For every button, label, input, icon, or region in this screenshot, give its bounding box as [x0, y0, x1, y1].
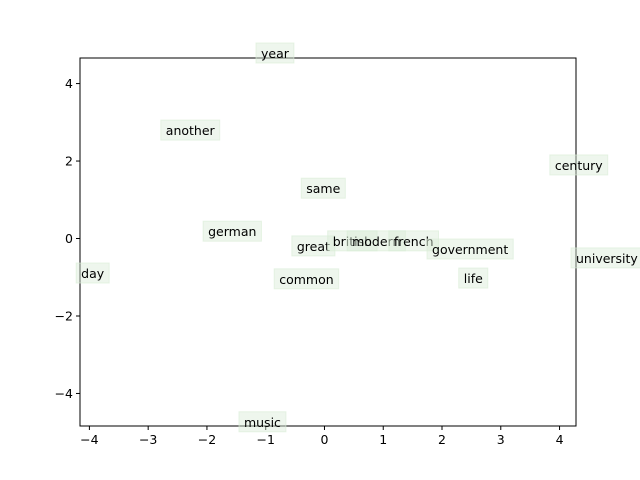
label-box	[75, 262, 110, 284]
label-box	[202, 220, 262, 242]
word-label: music	[244, 415, 281, 430]
x-tick-label: 2	[438, 432, 446, 447]
word-label: another	[166, 123, 216, 138]
word-label: day	[81, 266, 105, 281]
x-tick-label: −1	[256, 432, 274, 447]
y-tick-label: −2	[55, 308, 73, 323]
word-label: british	[333, 234, 372, 249]
word-label: year	[261, 46, 290, 61]
word-label: government	[432, 242, 508, 257]
x-tick-label: −2	[198, 432, 216, 447]
label-box	[549, 154, 609, 176]
word-label: french	[394, 234, 434, 249]
label-box	[273, 268, 340, 290]
label-box	[238, 411, 287, 433]
plot-frame	[79, 57, 577, 427]
x-tick-label: 0	[320, 432, 328, 447]
label-box	[426, 238, 514, 260]
y-tick-label: 2	[65, 154, 73, 169]
x-tick-label: −4	[80, 432, 98, 447]
label-box	[570, 247, 640, 269]
label-box	[346, 230, 406, 252]
word-label: century	[555, 158, 603, 173]
x-tick-label: 4	[556, 432, 564, 447]
y-tick-label: 0	[65, 231, 73, 246]
word-label: same	[306, 181, 340, 196]
label-box	[458, 267, 489, 289]
label-box	[300, 177, 346, 199]
x-tick-label: −3	[139, 432, 157, 447]
label-box	[291, 235, 336, 257]
word-label: university	[576, 251, 638, 266]
word-label: life	[464, 271, 483, 286]
word-label: modern	[352, 234, 400, 249]
label-box	[388, 230, 440, 252]
word-label: great	[297, 239, 330, 254]
x-tick-label: 3	[497, 432, 505, 447]
y-tick-label: 4	[65, 76, 73, 91]
label-box	[255, 42, 295, 64]
word-label: german	[208, 224, 256, 239]
label-box	[160, 119, 221, 141]
x-tick-label: 1	[379, 432, 387, 447]
word-label: common	[279, 272, 333, 287]
y-tick-label: −4	[55, 386, 73, 401]
